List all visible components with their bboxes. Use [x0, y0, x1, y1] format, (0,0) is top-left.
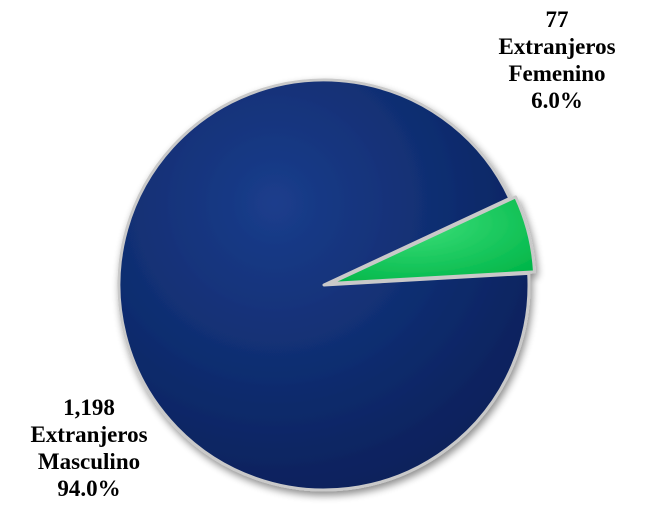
slice-label-line1-male: Extranjeros [30, 422, 148, 447]
slice-count-female: 77 [545, 7, 569, 32]
slice-percent-female: 6.0% [531, 88, 583, 113]
slice-label-line2-female: Femenino [508, 61, 606, 86]
pie-slice-male [117, 78, 531, 492]
slice-label-line1-female: Extranjeros [498, 34, 616, 59]
slice-count-male: 1,198 [63, 395, 115, 420]
pie-slice-female [328, 195, 536, 286]
slice-label-male: 1,198 Extranjeros Masculino 94.0% [4, 394, 174, 502]
slice-percent-male: 94.0% [57, 476, 121, 501]
slice-label-line2-male: Masculino [37, 449, 141, 474]
slice-label-female: 77 Extranjeros Femenino 6.0% [482, 6, 632, 114]
pie-slices [117, 78, 536, 492]
